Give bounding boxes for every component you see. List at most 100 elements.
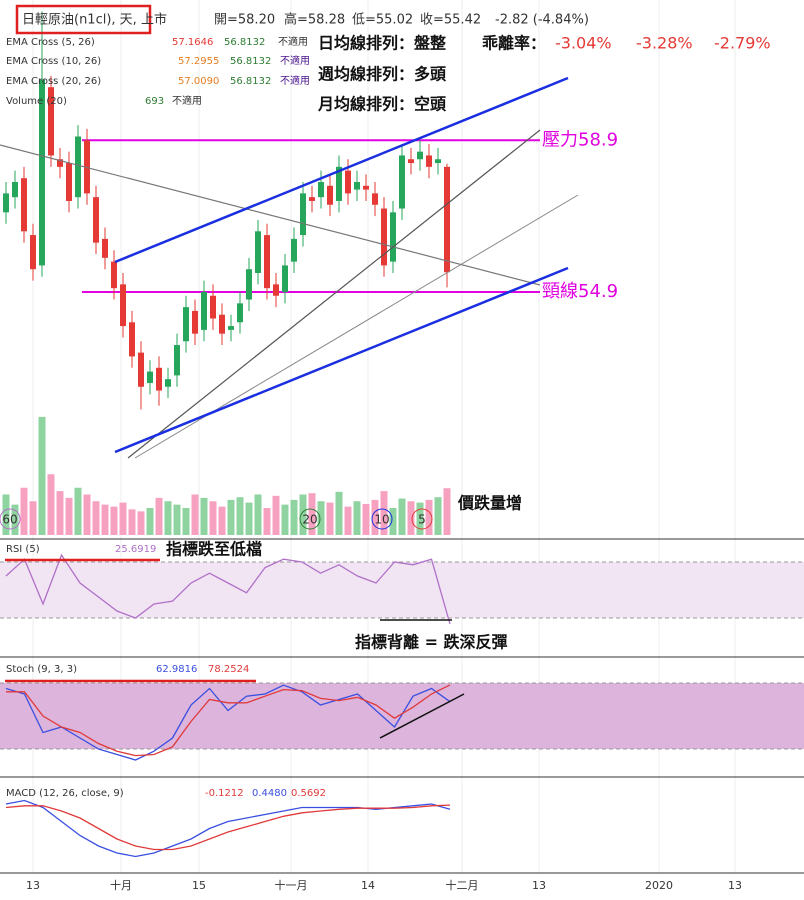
x-axis: 13 十月 15 十一月 14 十二月 13 2020 13: [26, 878, 742, 892]
bias-value: -2.79%: [714, 34, 771, 53]
x-tick-label: 13: [26, 879, 40, 892]
volume-bar: [281, 504, 289, 535]
candle-body: [75, 136, 81, 198]
volume-bar: [200, 497, 208, 535]
candle-body: [237, 303, 243, 323]
rsi-title: RSI (5): [6, 544, 40, 555]
marks: [2, 11, 540, 858]
volume-bar: [362, 503, 370, 535]
legend-name: EMA Cross (20, 26): [6, 76, 101, 87]
volume-bar: [110, 506, 118, 535]
volume-bar: [155, 497, 163, 535]
x-tick-label: 2020: [645, 879, 673, 892]
candle-body: [129, 322, 135, 357]
volume-bar: [128, 509, 136, 535]
candle-body: [30, 235, 36, 270]
candle-body: [174, 345, 180, 376]
indicator-panel: [5, 553, 451, 625]
circle: [0, 508, 21, 530]
candle-body: [156, 367, 162, 391]
volume-bar: [173, 504, 181, 535]
volume-bar: [11, 504, 19, 535]
volume-bar: [317, 501, 325, 535]
divergence-note: 指標背離 = 跌深反彈: [355, 633, 508, 652]
ohlc-low: 低=55.02: [352, 13, 413, 28]
legend-value: 不適用: [280, 54, 310, 67]
separators: [0, 538, 804, 874]
candle-body: [273, 284, 279, 296]
candle-body: [300, 193, 306, 236]
macd-value: 0.4480: [252, 788, 287, 799]
volume-bar: [164, 501, 172, 535]
indicator-panel: [5, 684, 451, 761]
volume-bar: [209, 501, 217, 535]
candle-body: [363, 185, 369, 190]
volume-bar: [2, 494, 10, 535]
volume-bar: [119, 502, 127, 535]
legend-value: 57.0090: [178, 76, 219, 87]
candle-body: [192, 310, 198, 334]
x-tick-label: 15: [192, 879, 206, 892]
volume-bar: [425, 499, 433, 535]
candle-body: [345, 170, 351, 194]
candle-body: [48, 87, 54, 156]
candle-body: [219, 314, 225, 334]
candle-body: [3, 193, 9, 213]
legend-value: 56.8132: [230, 76, 271, 87]
trendlines: [0, 4, 579, 739]
legend-name: Volume (20): [6, 96, 67, 107]
x-tick-label: 十一月: [275, 878, 308, 892]
candle-body: [66, 163, 72, 201]
candle-body: [138, 352, 144, 387]
candle-body: [291, 238, 297, 262]
rsi-value: 25.6919: [115, 544, 156, 555]
ohlc-close: 收=55.42: [420, 13, 481, 28]
volume-bar: [443, 488, 451, 535]
header: 日輕原油(n1cl), 天, 上市 開=58.20 高=58.28 低=55.0…: [22, 12, 589, 28]
candle-body: [246, 269, 252, 300]
candle-body: [417, 151, 423, 160]
volume-bar: [398, 498, 406, 535]
volume-bar: [299, 494, 307, 535]
volume-bar: [434, 497, 442, 535]
circle-label: 60: [2, 513, 17, 527]
volume-bar: [227, 499, 235, 535]
candle-body: [426, 155, 432, 167]
indicator-line: [5, 553, 451, 625]
legend-value: 57.1646: [172, 37, 213, 48]
bands: [0, 561, 804, 750]
volume-bar: [218, 506, 226, 535]
bias-value: -3.28%: [636, 34, 693, 53]
volume-bar: [101, 504, 109, 535]
candle-body: [165, 379, 171, 387]
circle-label: 20: [302, 513, 317, 527]
volume-bar: [65, 497, 73, 535]
level-label: 壓力58.9: [542, 129, 618, 150]
legend-name: EMA Cross (10, 26): [6, 56, 101, 67]
candle-body: [12, 182, 18, 198]
candle-body: [111, 261, 117, 289]
candle-body: [183, 307, 189, 342]
volume-bar: [83, 494, 91, 535]
weekly-ma: 週均線排列：多頭: [318, 65, 447, 84]
x-tick-label: 13: [532, 879, 546, 892]
volume-bar: [56, 491, 64, 535]
circle: [371, 508, 393, 530]
candle-body: [120, 284, 126, 327]
circle-label: 5: [418, 513, 426, 527]
volume-bar: [92, 501, 100, 535]
candle-body: [435, 159, 441, 164]
bias-label: 乖離率：: [482, 34, 546, 53]
legend-value: 57.2955: [178, 56, 219, 67]
circle-label: 10: [374, 513, 389, 527]
macd-value: 0.5692: [291, 788, 326, 799]
volume-bar: [254, 494, 262, 535]
volume-bar: [47, 474, 55, 535]
bias-value: -3.04%: [555, 34, 612, 53]
macd-title: MACD (12, 26, close, 9): [6, 788, 124, 799]
candle-body: [381, 208, 387, 266]
volume-bar: [20, 487, 28, 535]
indicator-line: [5, 804, 451, 851]
ma-circles: 60 20 10 5: [0, 508, 433, 530]
price-panel: [2, 11, 540, 535]
